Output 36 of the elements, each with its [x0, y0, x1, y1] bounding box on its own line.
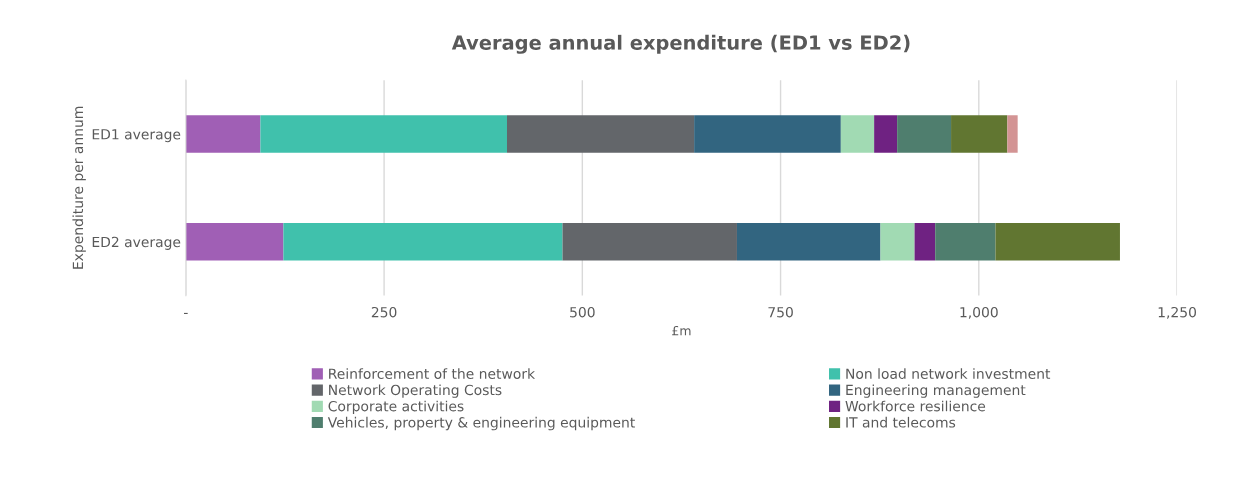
legend-label: IT and telecoms [846, 416, 956, 428]
bar [1007, 115, 1018, 153]
y-tick-label: ED2 average [92, 236, 181, 250]
bar [897, 115, 952, 153]
bar [185, 222, 284, 261]
bar [185, 115, 261, 153]
bar [260, 115, 507, 153]
y-axis-title: Expenditure per annum [72, 106, 86, 269]
bar [914, 222, 936, 261]
bar [874, 115, 898, 153]
x-tick-label: 250 [371, 306, 397, 318]
legend-label: Engineering management [846, 384, 1026, 398]
bar [562, 222, 737, 261]
x-tick-label: - [184, 312, 188, 315]
x-tick-label: 1,250 [1158, 306, 1197, 319]
bar [507, 115, 695, 153]
bar [694, 115, 841, 153]
x-axis-title: £m [672, 325, 691, 336]
bar [995, 222, 1120, 261]
y-tick-label: ED1 average [92, 129, 181, 143]
bar [736, 222, 881, 261]
x-tick-label: 750 [768, 306, 793, 318]
chart-title: Average annual expenditure (ED1 vs ED2) [451, 34, 910, 54]
legend-label: Corporate activities [328, 400, 464, 415]
bar [880, 222, 915, 261]
x-tick-label: 500 [570, 306, 595, 318]
bar [283, 222, 563, 261]
legend-label: Workforce resilience [845, 400, 986, 412]
bar [935, 222, 996, 261]
legend-label: Network Operating Costs [329, 384, 502, 398]
legend-label: Reinforcement of the network [329, 368, 536, 379]
x-tick-label: 1,000 [960, 306, 998, 319]
bar [951, 115, 1008, 153]
bar [840, 115, 875, 153]
legend-label: Vehicles, property & engineering equipment [327, 416, 635, 431]
legend-label: Non load network investment [846, 368, 1051, 379]
